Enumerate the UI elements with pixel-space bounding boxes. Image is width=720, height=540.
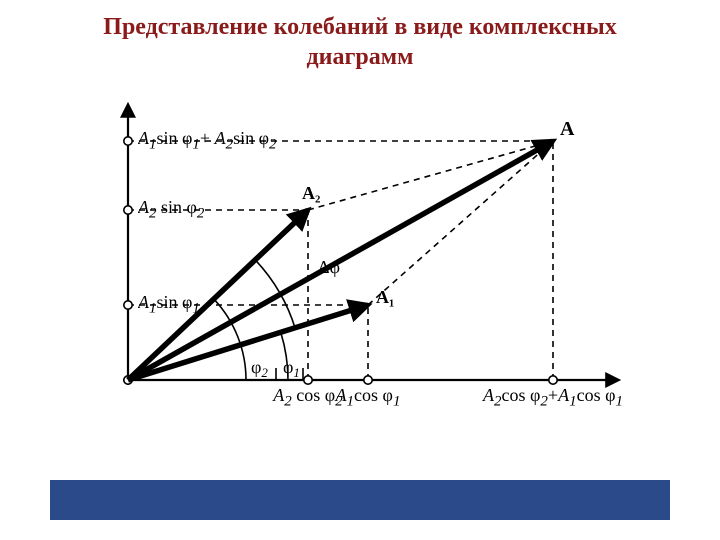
title-line-1: Представление колебаний в виде комплексн… [103, 14, 616, 40]
svg-text:A: A [560, 118, 575, 140]
footer-bar [50, 480, 670, 520]
svg-text:A₂: A₂ [302, 183, 320, 203]
svg-text:φ2: φ2 [251, 357, 268, 380]
vector-diagram: A1sin φ1A2 sin φ2A1sin φ1+ A2sin φ2A2 co… [58, 95, 648, 435]
svg-text:A₁: A₁ [376, 287, 394, 307]
page-title: Представление колебаний в виде комплексн… [0, 12, 720, 72]
slide: Представление колебаний в виде комплексн… [0, 0, 720, 540]
svg-text:φ1: φ1 [283, 357, 300, 380]
title-line-2: диаграмм [307, 44, 414, 70]
svg-text:Δφ: Δφ [318, 257, 340, 277]
